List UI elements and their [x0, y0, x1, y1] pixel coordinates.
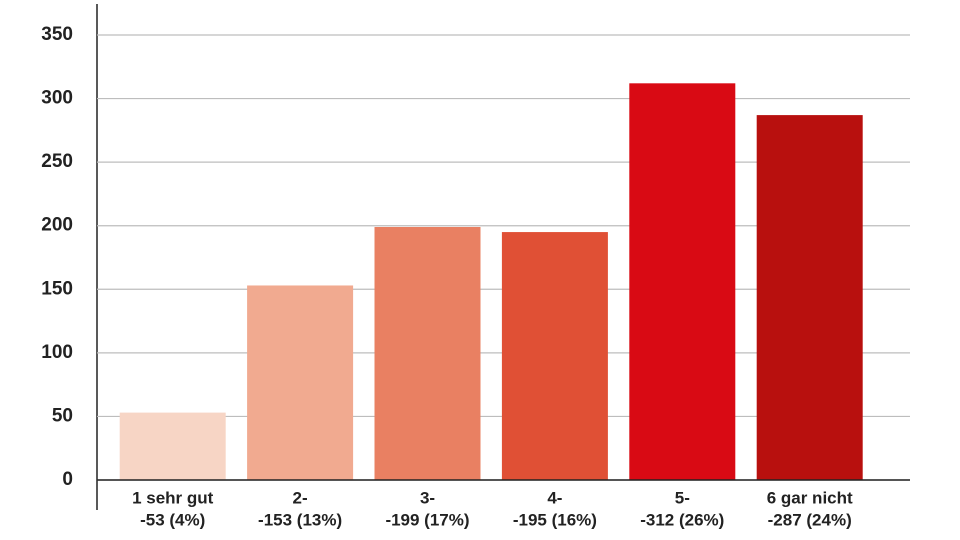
value-label: -287 (24%): [768, 510, 852, 529]
x-tick-label: 6 gar nicht: [767, 488, 853, 507]
value-label: -312 (26%): [640, 510, 724, 529]
y-tick-label: 150: [41, 278, 73, 299]
bar: [374, 226, 481, 480]
y-tick-label: 250: [41, 151, 73, 172]
x-tick-label: 1 sehr gut: [132, 488, 214, 507]
y-tick-label: 350: [41, 24, 73, 45]
value-label: -199 (17%): [385, 510, 469, 529]
x-tick-label: 4-: [547, 488, 562, 507]
y-tick-label: 0: [62, 469, 73, 490]
y-tick-label: 100: [41, 342, 73, 363]
bar: [247, 285, 354, 480]
y-tick-label: 300: [41, 88, 73, 109]
x-tick-label: 3-: [420, 488, 435, 507]
bar: [629, 83, 736, 481]
bar: [119, 412, 226, 480]
value-label: -195 (16%): [513, 510, 597, 529]
x-tick-label: 5-: [675, 488, 690, 507]
value-label: -53 (4%): [140, 510, 205, 529]
bar: [756, 115, 863, 480]
bar: [501, 232, 608, 480]
x-tick-label: 2-: [293, 488, 308, 507]
y-tick-label: 50: [52, 405, 73, 426]
value-label: -153 (13%): [258, 510, 342, 529]
y-tick-label: 200: [41, 215, 73, 236]
